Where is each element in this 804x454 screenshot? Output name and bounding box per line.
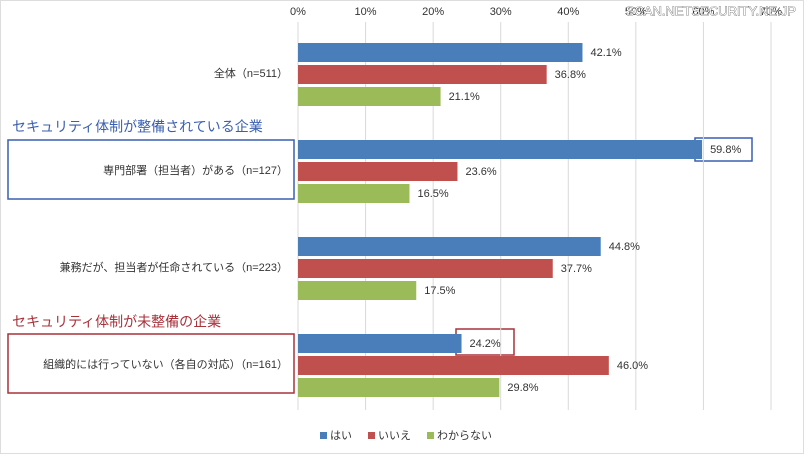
category-label: 組織的には行っていない（各自の対応）（n=161） bbox=[43, 357, 288, 371]
x-tick-label: 30% bbox=[490, 6, 512, 18]
bar bbox=[298, 65, 547, 84]
annotation: セキュリティ体制が整備されている企業 bbox=[12, 119, 263, 135]
data-label: 59.8% bbox=[710, 144, 741, 156]
annotation: セキュリティ体制が未整備の企業 bbox=[12, 314, 221, 330]
legend-swatch bbox=[320, 432, 327, 439]
category-label: 全体（n=511） bbox=[214, 66, 288, 80]
watermark: SCAN.NETSECURITY.NE.JP bbox=[626, 3, 796, 18]
data-label: 36.8% bbox=[555, 69, 586, 81]
bar bbox=[298, 184, 410, 203]
data-label: 44.8% bbox=[609, 241, 640, 253]
bar bbox=[298, 140, 703, 159]
bar bbox=[298, 334, 462, 353]
x-tick-label: 40% bbox=[557, 6, 579, 18]
bar bbox=[298, 378, 500, 397]
bar bbox=[298, 356, 609, 375]
bar bbox=[298, 259, 553, 278]
legend-swatch bbox=[427, 432, 434, 439]
data-label: 24.2% bbox=[470, 338, 501, 350]
x-tick-label: 70% bbox=[760, 6, 782, 18]
data-label: 42.1% bbox=[590, 47, 621, 59]
data-label: 16.5% bbox=[417, 188, 448, 200]
legend-label: いいえ bbox=[378, 429, 411, 442]
highlight-box bbox=[7, 139, 295, 200]
bar bbox=[298, 162, 458, 181]
data-label: 37.7% bbox=[561, 263, 592, 275]
bar bbox=[298, 87, 441, 106]
data-label: 23.6% bbox=[465, 166, 496, 178]
legend-label: はい bbox=[330, 429, 352, 442]
x-tick-label: 0% bbox=[290, 6, 306, 18]
data-label: 46.0% bbox=[617, 360, 648, 372]
bar bbox=[298, 43, 583, 62]
bar bbox=[298, 237, 601, 256]
data-label: 21.1% bbox=[449, 91, 480, 103]
legend-swatch bbox=[368, 432, 375, 439]
data-label: 29.8% bbox=[507, 382, 538, 394]
x-tick-label: 20% bbox=[422, 6, 444, 18]
x-tick-label: 50% bbox=[625, 6, 647, 18]
highlight-box bbox=[7, 333, 295, 394]
x-tick-label: 10% bbox=[355, 6, 377, 18]
category-label: 兼務だが、担当者が任命されている（n=223） bbox=[60, 260, 288, 274]
legend-label: わからない bbox=[437, 429, 492, 442]
data-label: 17.5% bbox=[424, 285, 455, 297]
x-tick-label: 60% bbox=[692, 6, 714, 18]
bar bbox=[298, 281, 417, 300]
category-label: 専門部署（担当者）がある（n=127） bbox=[103, 163, 288, 177]
